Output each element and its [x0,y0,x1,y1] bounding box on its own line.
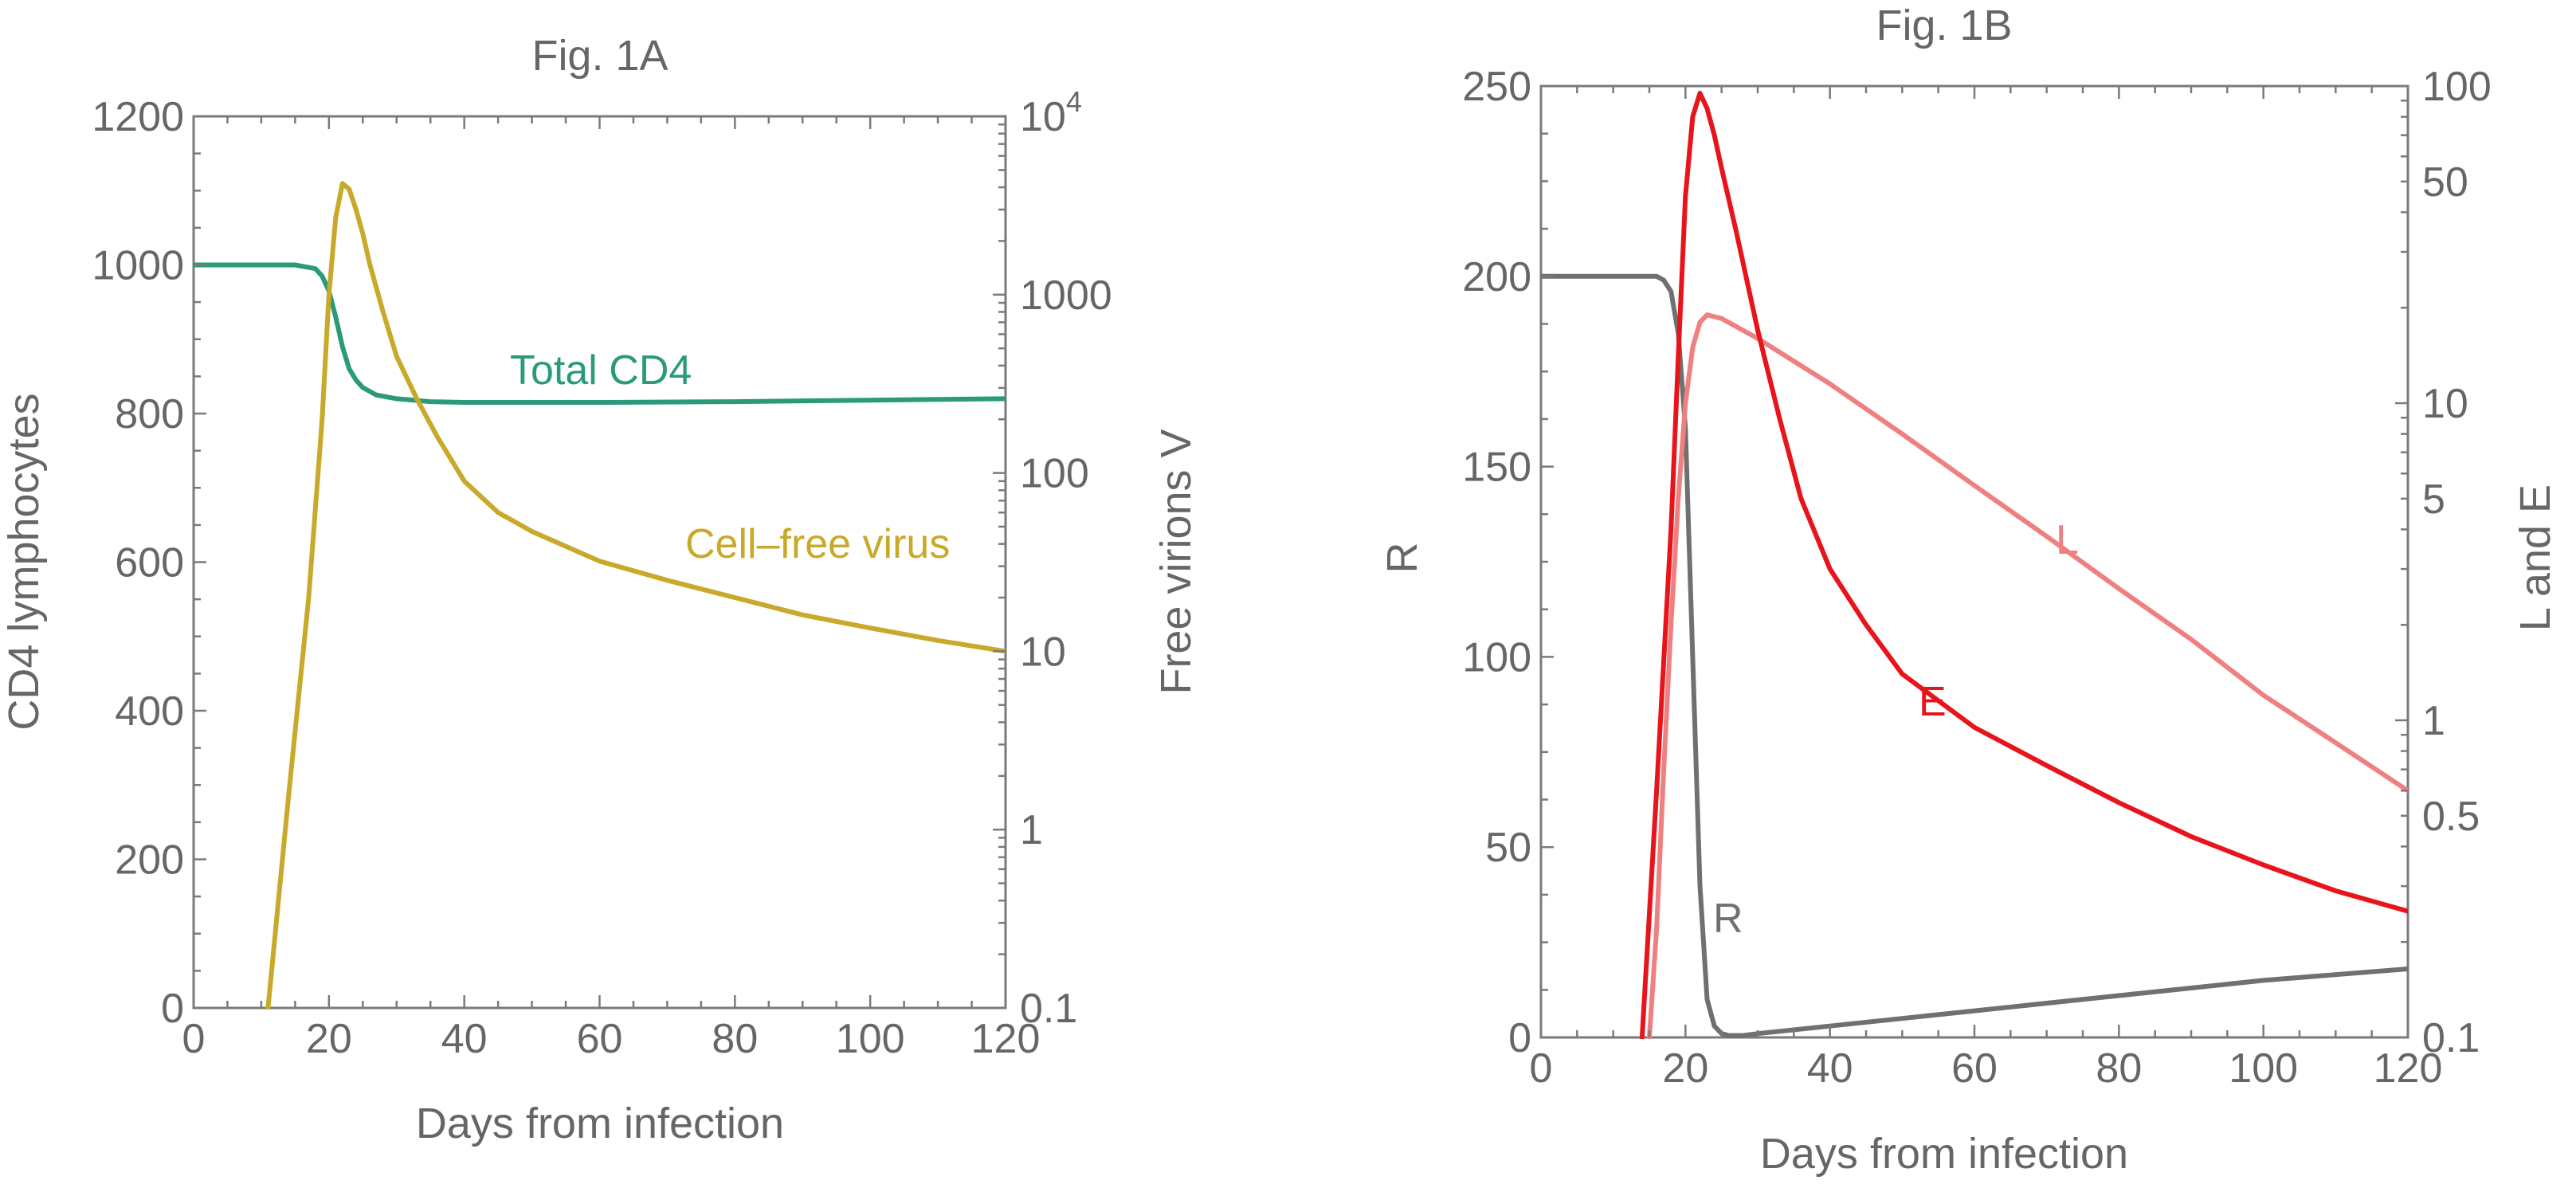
series-line-cell-free-virus [265,181,1006,1010]
series-line-l [1647,312,2408,1039]
y2-axis-label: Free virions V [1152,429,1200,694]
x-tick-label: 0 [1530,1045,1553,1092]
x-axis-label: Days from infection [1760,1130,2128,1178]
y2-tick-label: 0.1 [2422,1015,2480,1061]
y-tick-label: 1000 [92,243,184,289]
series-label-r: R [1713,896,1743,942]
series-label-cell-free-virus: Cell–free virus [685,521,950,567]
x-tick-label: 120 [2374,1045,2443,1092]
x-tick-label: 120 [971,1016,1041,1062]
x-tick-label: 40 [1807,1045,1853,1092]
y-tick-label: 600 [115,540,184,586]
y-tick-label: 800 [115,391,184,437]
y-tick-label: 200 [1462,254,1531,300]
y-tick-label: 0 [1508,1015,1531,1061]
chart-title: Fig. 1A [531,32,668,80]
y-tick-label: 100 [1462,634,1531,680]
y2-tick-label: 100 [1020,451,1089,497]
y-axis-label: CD4 lymphocytes [0,393,48,730]
y2-axis-label: L and E [2511,484,2559,631]
y2-tick-label: 10 [1020,629,1066,675]
y2-tick-label: 1 [1020,807,1043,853]
chart-panel-1a: Fig. 1A 0 20 40 60 80 100 12002004006008001000… [0,32,1200,1147]
y2-tick-label: 5 [2422,476,2445,523]
y2-tick-label: 0.1 [1020,986,1077,1032]
series-label-l: L [2056,517,2079,563]
x-tick-label: 20 [306,1016,352,1062]
tick-layer: 0 20 40 60 80 100 120 0 50 100 150 200 250 0.1 0.5 1 5 10… [1462,64,2492,1092]
y2-tick-exponent: 4 [1066,85,1082,118]
y-tick-label: 250 [1462,64,1531,110]
series-label-total-cd4: Total CD4 [510,347,692,394]
y-tick-label: 1200 [92,94,184,140]
series-label-e: E [1919,679,1947,725]
x-tick-label: 80 [712,1016,758,1062]
y-tick-label: 400 [115,688,184,735]
x-tick-label: 0 [182,1016,206,1062]
series-layer [194,181,1006,1010]
y-tick-label: 50 [1485,825,1531,871]
x-tick-label: 20 [1662,1045,1708,1092]
y2-tick-label: 1 [2422,698,2445,744]
y2-tick-label: 10 [2422,381,2468,427]
tick-layer: 0 20 40 60 80 100 1200200400600800100012000.11… [92,85,1112,1062]
y-tick-label: 150 [1462,445,1531,491]
x-tick-label: 60 [577,1016,623,1062]
y-tick-label: 200 [115,837,184,884]
chart-title: Fig. 1B [1876,2,2012,49]
chart-panel-1b: Fig. 1B 0 20 40 60 80 100 1200501001502002500.… [1378,2,2559,1178]
x-axis-label: Days from infection [416,1100,784,1147]
y2-tick-label: 0.5 [2422,794,2480,840]
series-line-r [1541,273,2408,1038]
series-layer [1541,90,2408,1039]
x-tick-label: 100 [836,1016,905,1062]
y-axis-label: R [1378,543,1426,574]
y2-tick-label: 104 [1020,85,1082,140]
y2-tick-label: 50 [2422,159,2468,206]
series-line-total-cd4 [194,262,1006,405]
x-tick-label: 40 [441,1016,488,1062]
series-line-e [1639,90,2408,1039]
y2-tick-label: 100 [2422,64,2492,110]
y-tick-label: 0 [161,986,184,1032]
y2-tick-label: 1000 [1020,273,1112,319]
x-tick-label: 60 [1951,1045,1998,1092]
x-tick-label: 100 [2229,1045,2298,1092]
x-tick-label: 80 [2096,1045,2142,1092]
